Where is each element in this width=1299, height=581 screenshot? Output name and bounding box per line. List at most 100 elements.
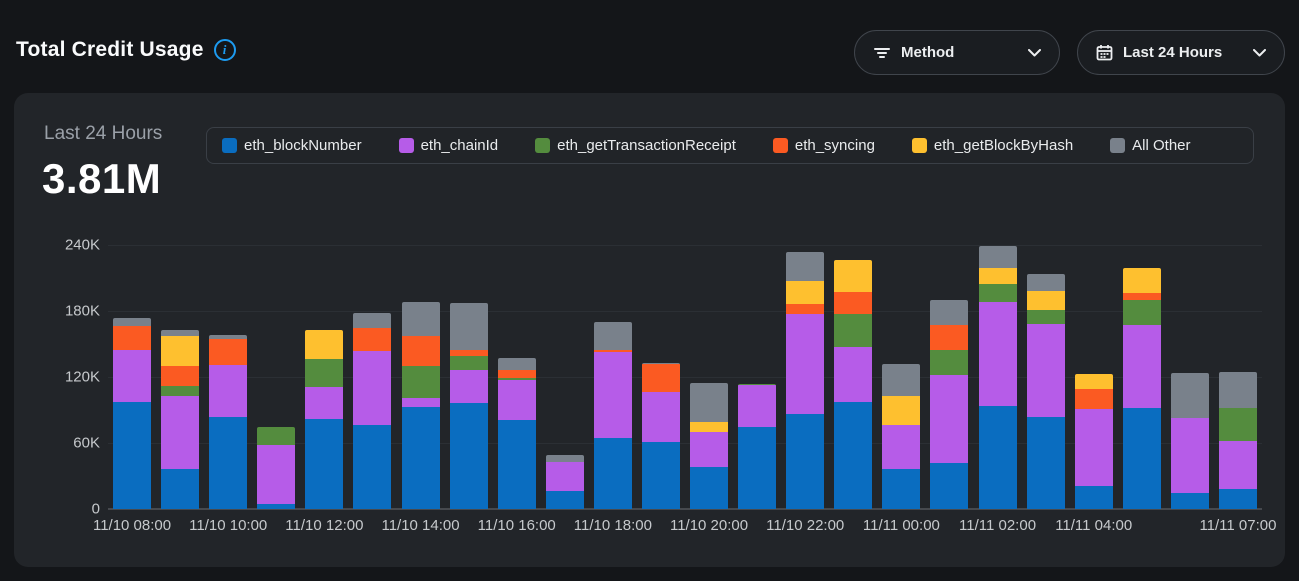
stacked-bar-11-11-07-00[interactable] [1218,371,1257,509]
bar-segment [449,356,488,371]
bar-segment [786,304,825,315]
legend-item-eth-chainid[interactable]: eth_chainId [398,137,498,154]
bar-segment [449,403,488,509]
bar-segment [497,380,536,420]
bar-segment [882,469,921,509]
stacked-bar-11-10-13-00[interactable] [353,313,392,509]
bar-segment [834,260,873,293]
stacked-bar-11-11-04-00[interactable] [1074,373,1113,509]
legend-swatch [535,138,551,153]
stacked-bar-11-11-00-00[interactable] [882,363,921,509]
bar-segment [641,392,680,442]
chevron-down-icon [1253,48,1266,57]
bar-segment [1074,408,1113,486]
legend-item-eth-gettransactionreceipt[interactable]: eth_getTransactionReceipt [535,137,736,154]
bar-segment [1218,489,1257,509]
bar-segment [161,336,200,367]
legend-label: eth_getTransactionReceipt [557,137,736,154]
bar-segment [738,383,777,385]
stacked-bar-11-10-23-00[interactable] [834,260,873,509]
x-axis-line [108,508,1262,510]
legend-item-eth-blocknumber[interactable]: eth_blockNumber [222,137,362,154]
info-icon[interactable]: i [213,39,236,61]
bar-segment [545,491,584,509]
bar-segment [930,374,969,463]
legend-label: eth_syncing [794,137,875,154]
bar-segment [1074,485,1113,509]
legend-swatch [772,138,788,153]
summary-period-label: Last 24 Hours [44,123,163,144]
legend-item-eth-syncing[interactable]: eth_syncing [772,137,875,154]
stacked-bar-11-10-12-00[interactable] [305,329,344,509]
bar-segment [1026,416,1065,509]
bar-segment [113,402,152,509]
stacked-bar-11-11-01-00[interactable] [930,300,969,509]
chevron-down-icon [1028,48,1041,57]
bar-segment [1218,440,1257,490]
bar-segment [257,445,296,504]
stacked-bar-11-10-17-00[interactable] [545,455,584,509]
bar-segment [930,300,969,326]
bar-segment [978,405,1017,509]
method-filter-label: Method [901,44,955,61]
legend-swatch [398,138,414,153]
bar-segment [1026,273,1065,292]
stacked-bar-11-10-08-00[interactable] [113,317,152,509]
x-tick-label: 11/10 16:00 [477,517,556,534]
stacked-bar-11-10-09-00[interactable] [161,329,200,509]
plot-area: 0 60K 120K 180K 240K [65,237,1262,518]
bar-segment [353,327,392,351]
stacked-bar-11-11-05-00[interactable] [1122,268,1161,509]
gridline-180K [108,311,1262,312]
stacked-bar-11-10-11-00[interactable] [257,426,296,509]
bar-segment [593,322,632,350]
chart-legend: eth_blockNumber eth_chainId eth_getTransac… [206,127,1254,164]
bar-segment [305,359,344,387]
bar-segment [593,437,632,509]
bar-segment [113,349,152,403]
stacked-bar-11-11-02-00[interactable] [978,246,1017,509]
legend-item-eth-getblockbyhash[interactable]: eth_getBlockByHash [911,137,1073,154]
x-axis-labels: 11/10 08:00 11/10 10:00 11/10 12:00 11/10 1… [93,517,1277,539]
gridline-240K [108,245,1262,246]
bar-segment [209,335,248,339]
stacked-bar-11-11-03-00[interactable] [1026,273,1065,509]
bar-segment [1170,417,1209,493]
stacked-bar-11-11-06-00[interactable] [1170,372,1209,509]
bar-segment [305,329,344,360]
bar-segment [1074,389,1113,409]
stacked-bar-11-10-14-00[interactable] [401,302,440,509]
y-tick-label-60K: 60K [73,434,100,452]
stacked-bar-11-10-22-00[interactable] [786,251,825,509]
y-tick-label-0: 0 [91,500,100,518]
stacked-bar-11-10-15-00[interactable] [449,303,488,509]
bar-segment [545,461,584,492]
x-tick-label: 11/10 22:00 [766,517,845,534]
bar-segment [401,406,440,509]
method-filter-dropdown[interactable]: Method [854,30,1060,75]
bar-segment [113,317,152,327]
bar-segment [209,338,248,365]
x-tick-label: 11/10 20:00 [669,517,749,534]
bar-segment [209,416,248,509]
stacked-bar-11-10-21-00[interactable] [738,383,777,509]
stacked-bar-11-10-10-00[interactable] [209,335,248,509]
bar-segment [353,425,392,509]
bar-segment [1122,325,1161,408]
bar-segment [353,313,392,328]
bar-segment [257,426,296,446]
bar-segment [738,384,777,427]
stacked-bar-11-10-19-00[interactable] [641,362,680,509]
stacked-bar-11-10-18-00[interactable] [593,322,632,509]
bar-segment [930,462,969,509]
summary-total-value: 3.81M [42,155,162,202]
stacked-bar-11-10-16-00[interactable] [497,358,536,509]
bar-segment [593,349,632,352]
bar-segment [978,283,1017,303]
bar-segment [882,395,921,426]
time-range-dropdown[interactable]: Last 24 Hours [1077,30,1285,75]
bar-segment [882,363,921,396]
legend-item-all-other[interactable]: All Other [1110,137,1191,154]
stacked-bar-11-10-20-00[interactable] [690,382,729,509]
page-title: Total Credit Usage [16,38,204,61]
